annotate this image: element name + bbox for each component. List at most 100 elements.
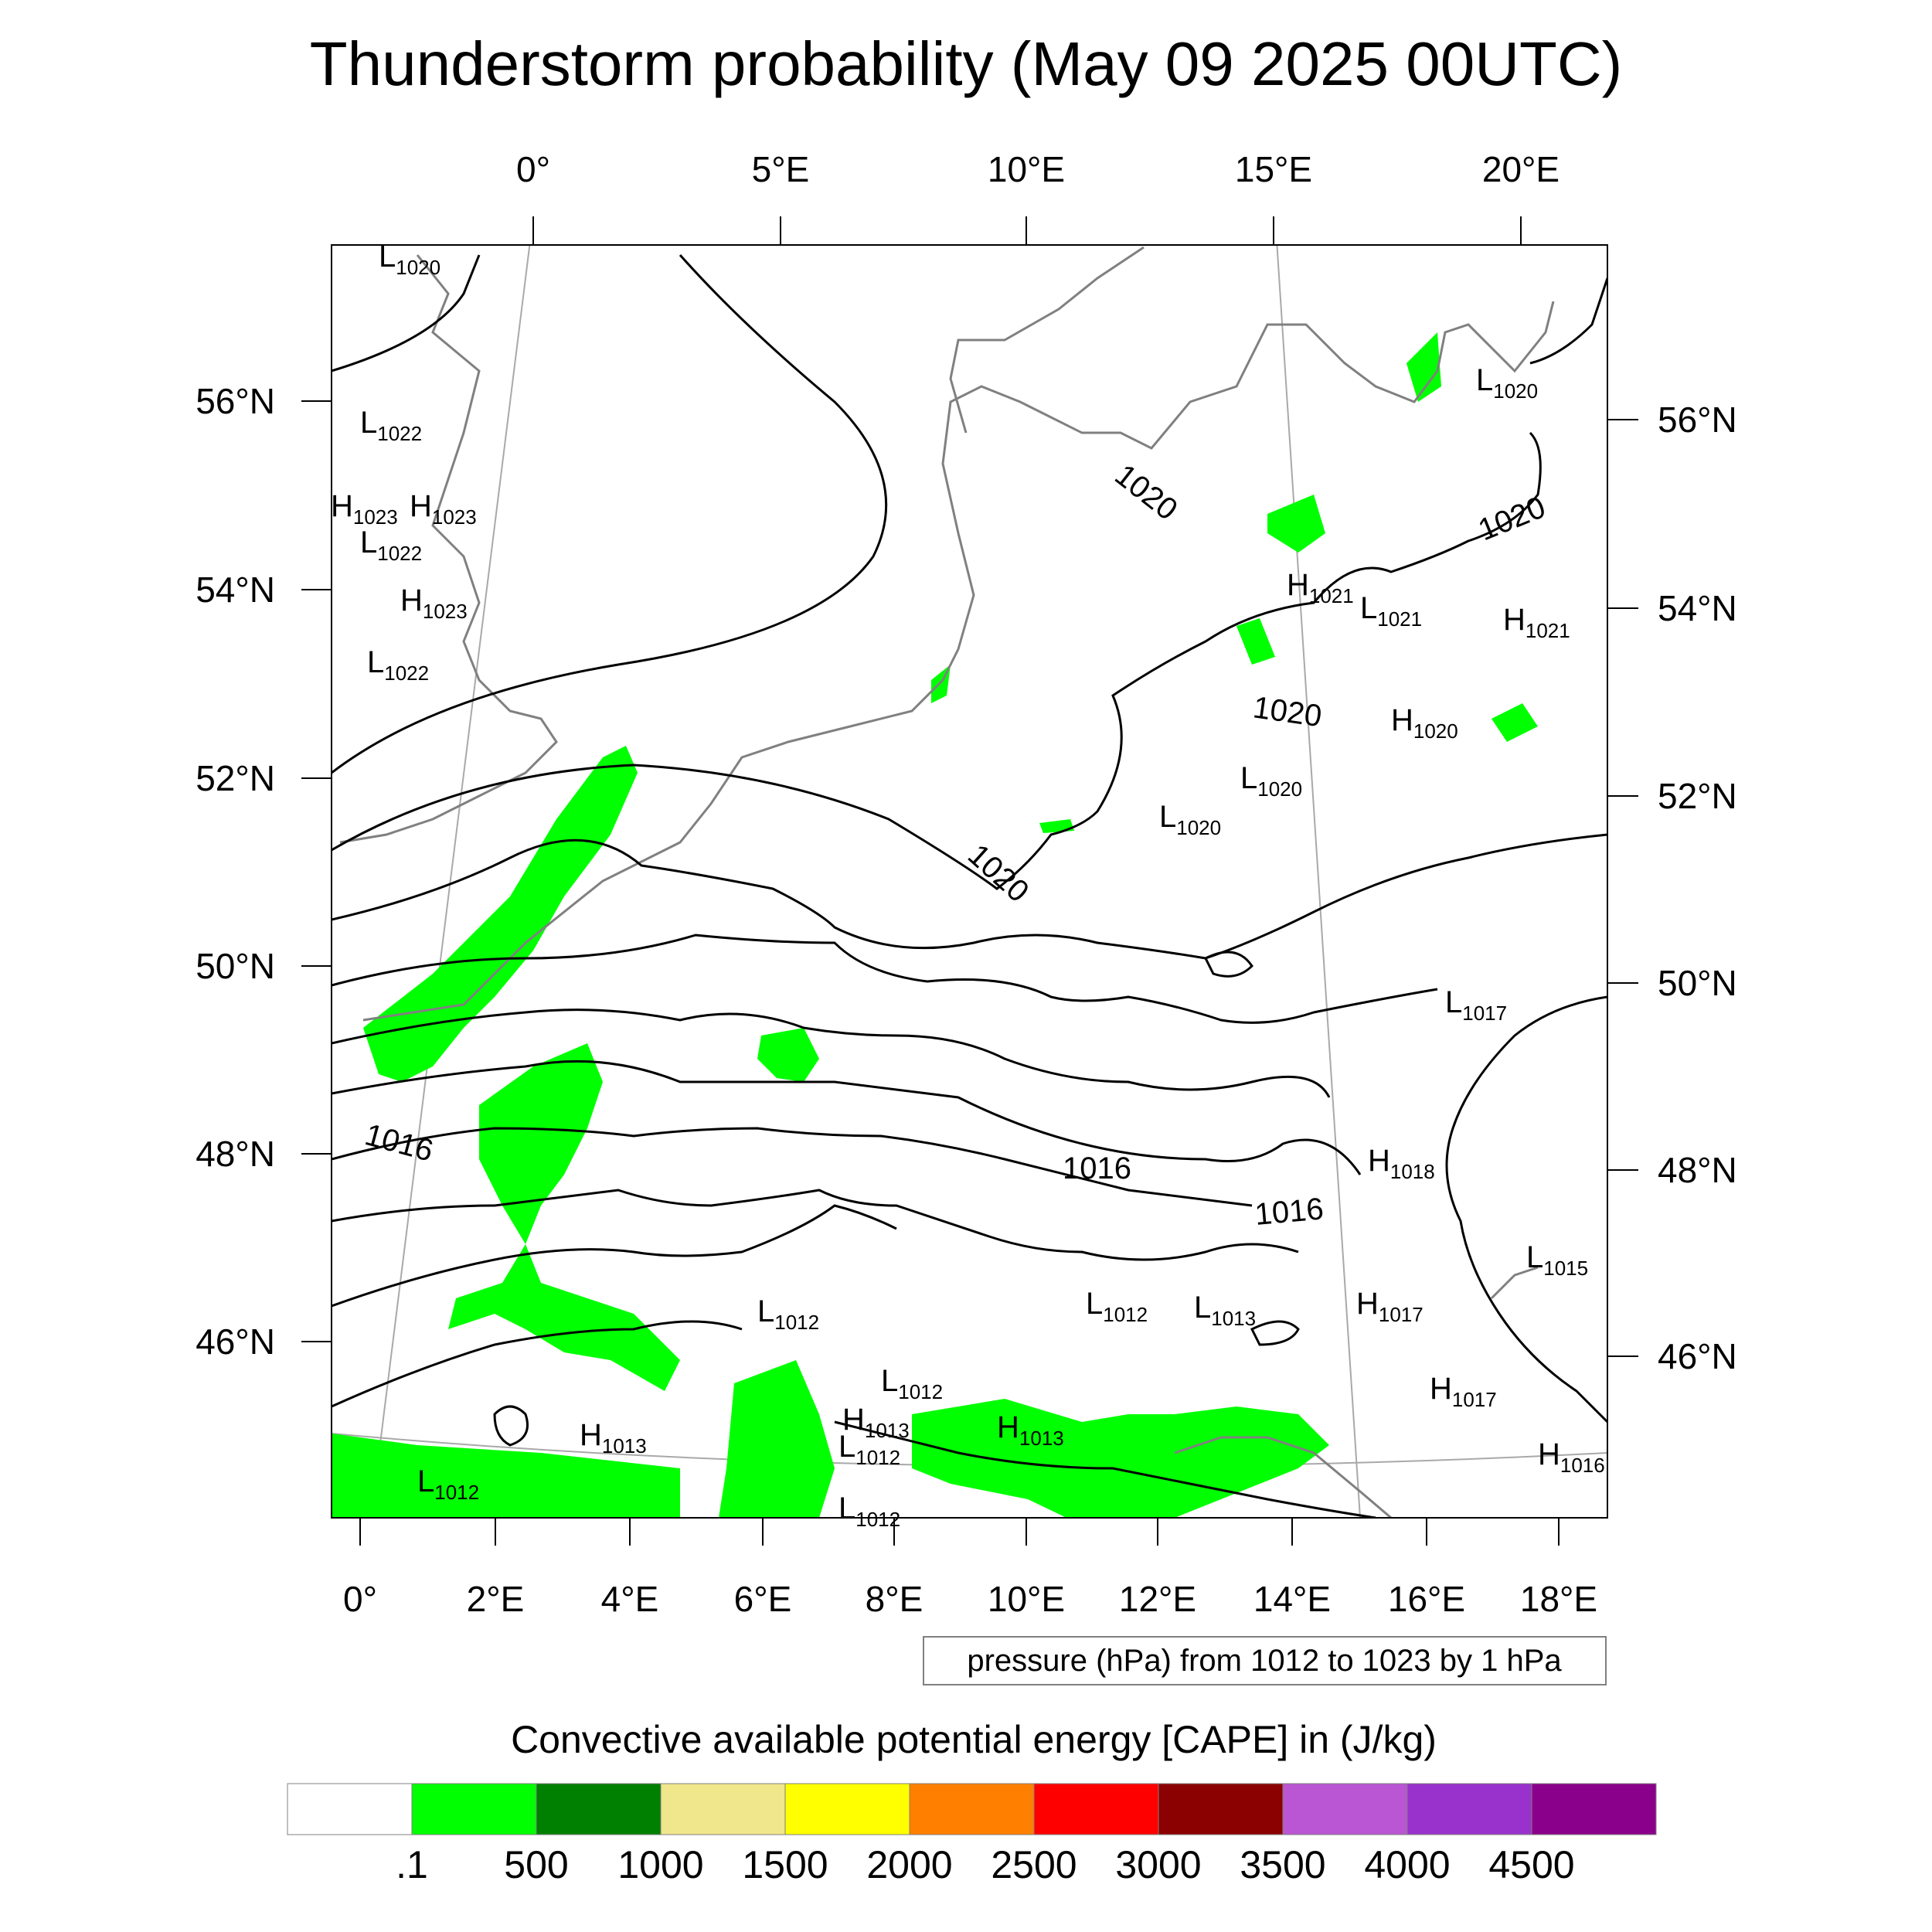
lon-label-top: 15°E — [1235, 149, 1312, 189]
isobar-2 — [332, 254, 888, 774]
pressure-center-label: L1017 — [1445, 985, 1507, 1025]
colorbar-label: .1 — [396, 1843, 428, 1886]
pressure-center-label: H1016 — [1538, 1437, 1605, 1477]
colorbar-box — [287, 1783, 413, 1835]
isobar-label: 1016 — [362, 1117, 437, 1168]
colorbar-label: 2000 — [866, 1843, 952, 1886]
pressure-center-label: L1022 — [360, 526, 422, 565]
pressure-center-label: L1012 — [838, 1430, 900, 1469]
colorbar-boxes — [287, 1783, 1657, 1835]
lat-label-right: 56°N — [1658, 400, 1737, 440]
coastline-lake — [1490, 1266, 1539, 1300]
cape-area-pomerania — [1236, 618, 1275, 665]
isobar-11 — [332, 1320, 743, 1408]
lat-label-left: 56°N — [196, 381, 275, 421]
isobar-4 — [332, 833, 1607, 960]
lat-label-right: 48°N — [1658, 1150, 1737, 1190]
coastline-britain — [339, 254, 558, 844]
isobar-10 — [332, 1204, 897, 1308]
coastline-scandinavia — [949, 246, 1145, 434]
lon-label-top: 10°E — [988, 149, 1065, 189]
colorbar-label: 1500 — [742, 1843, 828, 1886]
cape-area-luxembourg — [757, 1028, 819, 1082]
lat-label-left: 52°N — [196, 758, 275, 798]
colorbar-title: Convective available potential energy [C… — [511, 1718, 1437, 1761]
pressure-center-label: L1012 — [838, 1492, 900, 1531]
pressure-center-label: L1020 — [1476, 363, 1538, 403]
cape-area-germany-small — [1039, 819, 1074, 833]
meridian-0 — [370, 245, 531, 1518]
pressure-center-label: L1012 — [881, 1364, 943, 1403]
isobar-label: 1020 — [1251, 690, 1324, 733]
pressure-center-label: H1021 — [1503, 603, 1570, 642]
isobar-7 — [332, 1060, 1362, 1175]
isobar-loop-2 — [1250, 1320, 1300, 1346]
colorbar-box — [411, 1783, 537, 1835]
isobar-label: 1020 — [1108, 457, 1183, 526]
colorbar-label: 3500 — [1240, 1843, 1325, 1886]
lon-label-bottom: 0° — [343, 1579, 377, 1619]
colorbar-box — [1531, 1783, 1657, 1835]
lat-label-right: 54°N — [1658, 588, 1737, 628]
lat-label-left: 54°N — [196, 570, 275, 610]
pressure-center-label: H1013 — [997, 1410, 1064, 1450]
colorbar-label: 2500 — [991, 1843, 1077, 1886]
lon-label-bottom: 10°E — [988, 1579, 1065, 1619]
isobar-east-1 — [1529, 277, 1607, 365]
isobar-1 — [332, 254, 481, 372]
lon-label-bottom: 8°E — [866, 1579, 923, 1619]
pressure-center-label: H1023 — [410, 489, 477, 529]
pressure-center-label: L1021 — [1360, 591, 1422, 631]
pressure-center-label: H1023 — [331, 489, 398, 529]
pressure-center-label: L1020 — [1240, 761, 1302, 801]
pressure-center-label: H1023 — [400, 583, 468, 623]
lon-label-top: 0° — [516, 149, 550, 189]
isobars — [332, 254, 1607, 1518]
cape-area-baltic-1 — [1267, 495, 1325, 553]
lon-label-bottom: 14°E — [1253, 1579, 1331, 1619]
colorbar-label: 500 — [504, 1843, 568, 1886]
pressure-center-label: L1012 — [757, 1294, 819, 1334]
lat-label-left: 50°N — [196, 946, 275, 986]
pressure-center-label: H1017 — [1430, 1372, 1497, 1411]
map-area — [331, 244, 1608, 1519]
pressure-center-label: H1018 — [1368, 1144, 1435, 1183]
colorbar-box — [1158, 1783, 1284, 1835]
cape-area-poland — [1492, 703, 1538, 742]
lon-label-bottom: 18°E — [1520, 1579, 1597, 1619]
isobar-label: 1020 — [961, 838, 1036, 909]
coastlines — [339, 246, 1555, 1518]
colorbar-label: 4000 — [1364, 1843, 1450, 1886]
pressure-center-label: H1021 — [1287, 568, 1354, 607]
colorbar-box — [536, 1783, 662, 1835]
isobar-3 — [332, 431, 1542, 890]
cape-area-alps-west — [719, 1360, 835, 1518]
lon-label-bottom: 2°E — [467, 1579, 525, 1619]
left-lat-labels: 56°N 54°N 52°N 50°N 48°N 46°N — [196, 381, 275, 1362]
lat-label-right: 50°N — [1658, 963, 1737, 1003]
cape-area-sw-corner — [332, 1434, 680, 1518]
tick-marks — [301, 216, 1638, 1546]
lon-label-bottom: 6°E — [734, 1579, 792, 1619]
colorbar-box — [1033, 1783, 1159, 1835]
colorbar: Convective available potential energy [C… — [287, 1718, 1657, 1886]
pressure-center-label: L1020 — [379, 240, 440, 279]
lon-label-top: 5°E — [752, 149, 810, 189]
lat-label-right: 52°N — [1658, 776, 1737, 816]
lon-label-top: 20°E — [1482, 149, 1560, 189]
cape-area-n-france — [448, 1043, 680, 1391]
isobar-6 — [332, 1009, 1331, 1098]
isobar-loop-1 — [493, 1405, 529, 1447]
pressure-center-label: L1013 — [1194, 1291, 1256, 1330]
isobar-8 — [332, 1127, 1253, 1207]
right-lat-labels: 56°N 54°N 52°N 50°N 48°N 46°N — [1658, 400, 1737, 1376]
isobar-label: 1016 — [1253, 1192, 1325, 1232]
contour-info-box: pressure (hPa) from 1012 to 1023 by 1 hP… — [923, 1636, 1607, 1685]
pressure-center-label: L1020 — [1159, 800, 1221, 839]
pressure-center-label: L1012 — [1086, 1287, 1148, 1326]
pressure-center-label: H1013 — [842, 1403, 910, 1442]
pressure-center-label: H1020 — [1391, 703, 1458, 743]
pressure-center-label: L1022 — [367, 645, 429, 685]
isobar-label: 1016 — [1063, 1151, 1131, 1185]
